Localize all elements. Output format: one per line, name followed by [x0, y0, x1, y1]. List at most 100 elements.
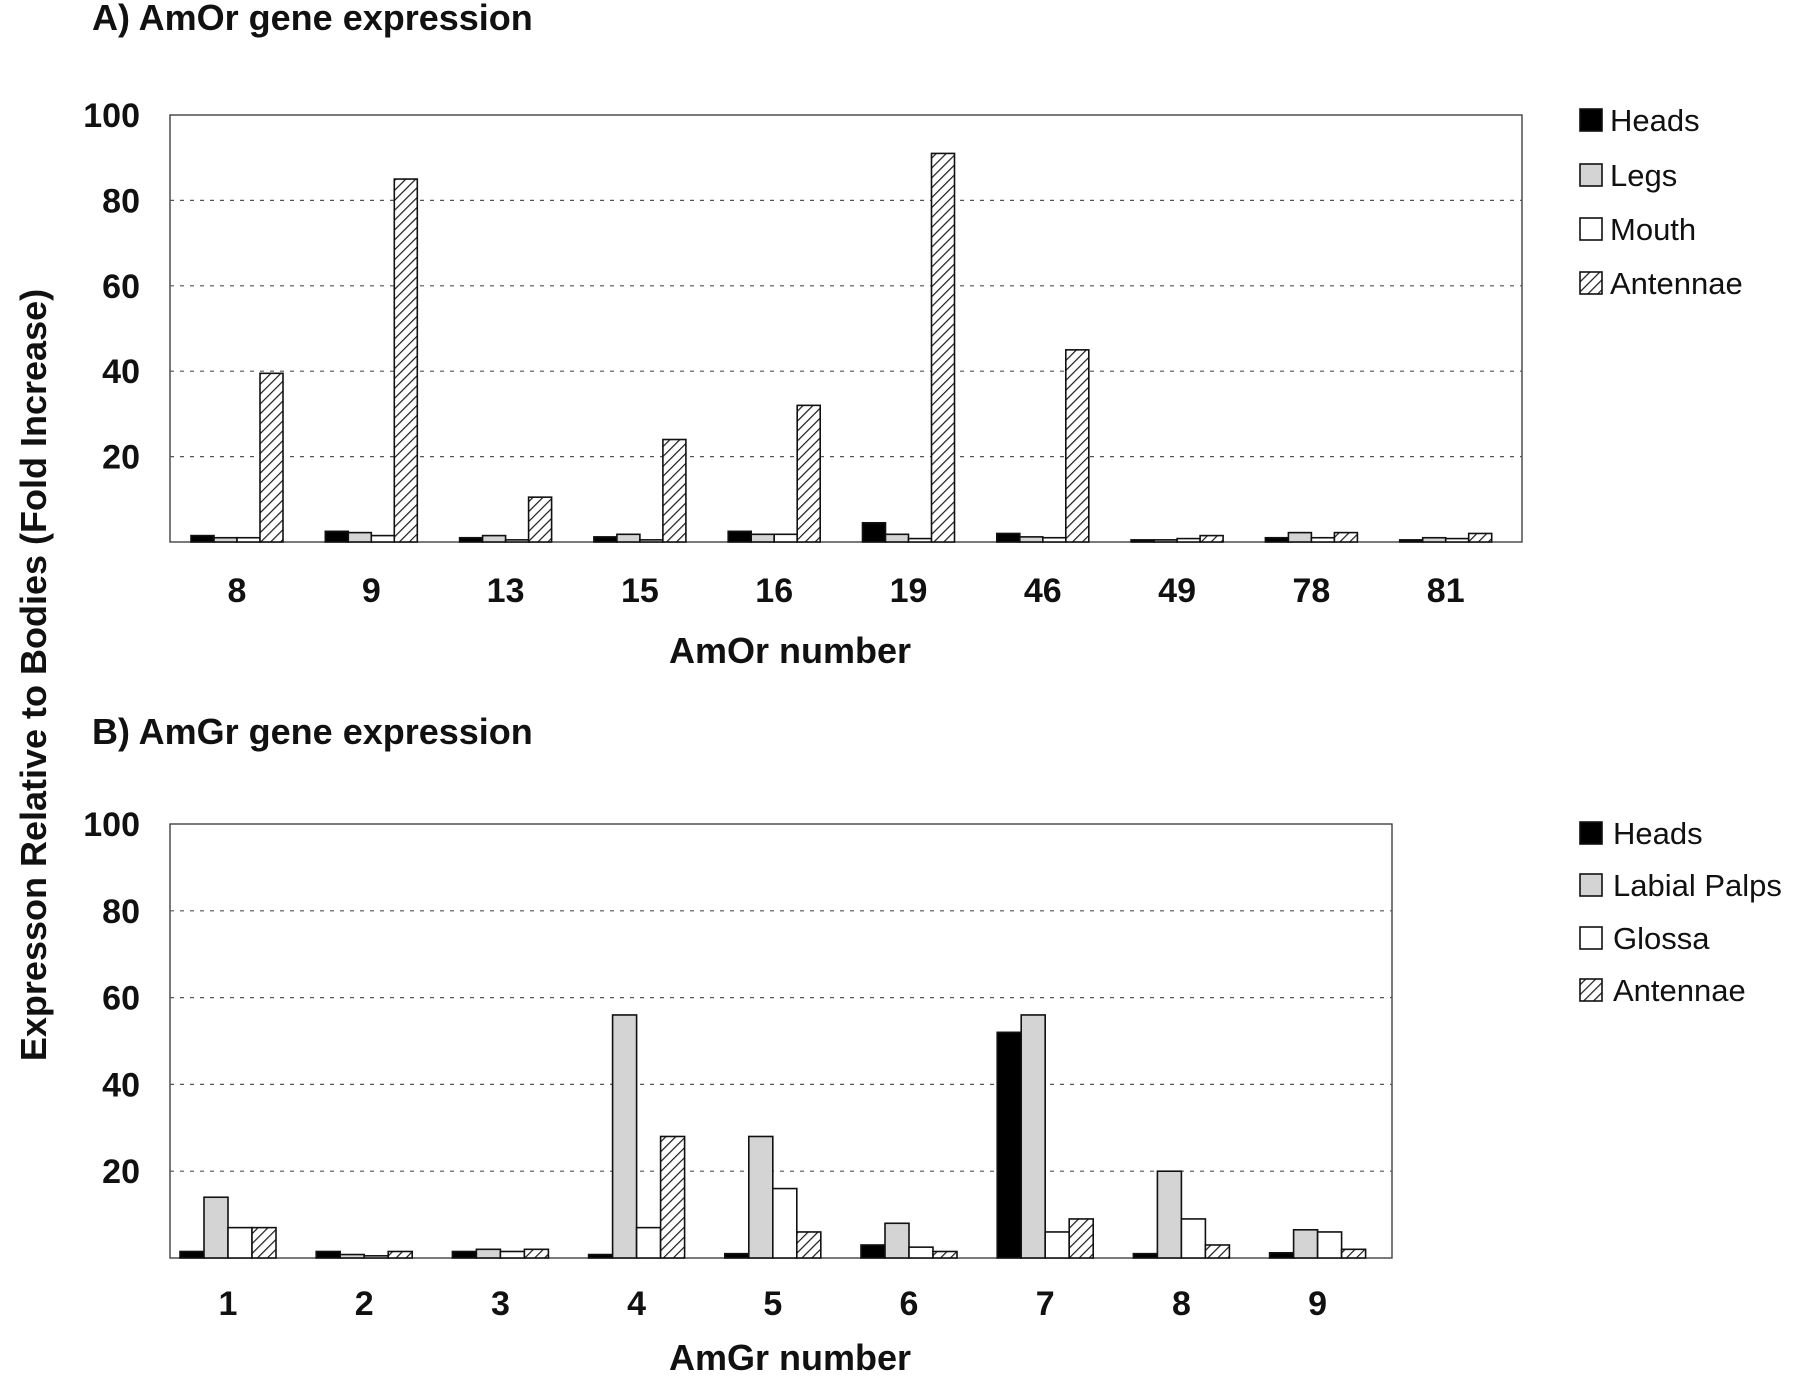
bar-heads-2: [315, 1250, 342, 1259]
panel-a-plot-area: 100 80 60 40 20 8 9 13 15 16 19 46 49 78 81: [83, 97, 1523, 610]
legend-label: Heads: [1610, 103, 1700, 138]
bar-mouth-15: [639, 539, 664, 543]
bar-labial-palps-7: [1020, 1014, 1047, 1259]
x-tick-label: 6: [900, 1285, 919, 1323]
bar-heads-5: [723, 1252, 750, 1259]
bar-mouth-81: [1444, 537, 1470, 543]
bar-legs-46: [1018, 536, 1044, 543]
bar-heads-8: [190, 534, 215, 543]
legend-swatch-heads: [1579, 821, 1603, 845]
bar-mouth-49: [1176, 537, 1201, 543]
bar-antennae-3: [523, 1248, 550, 1259]
bar-labial-palps-3: [475, 1248, 502, 1259]
bar-antennae-4: [659, 1135, 686, 1259]
legend-label: Legs: [1610, 158, 1677, 193]
bar-heads-16: [727, 530, 753, 543]
bar-glossa-1: [227, 1226, 253, 1259]
x-tick-label: 19: [890, 572, 928, 610]
bar-labial-palps-5: [747, 1135, 774, 1259]
bar-antennae-46: [1065, 349, 1090, 543]
panel-a-title: A) AmOr gene expression: [92, 0, 533, 38]
bar-glossa-3: [499, 1250, 526, 1259]
panel-a-x-axis-title: AmOr number: [669, 630, 911, 671]
bar-glossa-7: [1044, 1231, 1070, 1259]
panel-b-legend: Heads Labial Palps Glossa Antennae: [1579, 816, 1782, 1008]
y-tick-label: 40: [102, 353, 140, 391]
legend-label: Mouth: [1610, 212, 1696, 247]
bar-legs-16: [750, 533, 776, 543]
bar-labial-palps-1: [203, 1196, 229, 1259]
legend-swatch-glossa: [1579, 926, 1603, 950]
bar-legs-8: [213, 536, 238, 543]
legend-label: Labial Palps: [1613, 868, 1782, 903]
legend-label: Glossa: [1613, 921, 1710, 956]
x-tick-label: 49: [1158, 572, 1196, 610]
bar-antennae-2: [387, 1250, 414, 1259]
x-tick-label: 13: [487, 572, 525, 610]
legend-swatch-labial-palps: [1579, 873, 1603, 897]
y-tick-label: 80: [102, 893, 140, 931]
legend-label: Heads: [1613, 816, 1703, 851]
panel-b-amgr-chart: B) AmGr gene expression 100 80 60 40 20 1 2 3 4 5…: [83, 711, 1782, 1377]
x-tick-label: 81: [1427, 572, 1465, 610]
x-tick-label: 4: [627, 1285, 646, 1323]
bar-antennae-13: [527, 496, 553, 543]
x-tick-label: 8: [228, 572, 247, 610]
bar-mouth-46: [1042, 536, 1067, 543]
y-tick-label: 100: [83, 97, 140, 135]
y-tick-label: 20: [102, 1153, 140, 1191]
bar-legs-49: [1153, 539, 1178, 543]
legend-swatch-legs: [1579, 163, 1603, 187]
bar-mouth-13: [504, 539, 530, 543]
bar-heads-15: [593, 536, 618, 543]
bar-heads-81: [1398, 539, 1424, 543]
bar-labial-palps-4: [611, 1014, 638, 1259]
x-tick-label: 7: [1036, 1285, 1055, 1323]
bar-antennae-16: [796, 404, 822, 543]
x-tick-label: 5: [763, 1285, 782, 1323]
bar-mouth-8: [236, 536, 261, 543]
bar-glossa-2: [363, 1255, 390, 1259]
y-tick-label: 40: [102, 1066, 140, 1104]
x-tick-label: 78: [1292, 572, 1330, 610]
panel-b-x-axis-title: AmGr number: [669, 1337, 911, 1377]
bar-glossa-9: [1316, 1231, 1343, 1259]
bar-mouth-19: [907, 537, 933, 543]
x-tick-label: 1: [219, 1285, 238, 1323]
bar-legs-19: [884, 533, 910, 543]
plot-frame: [169, 114, 1523, 543]
bar-heads-6: [860, 1244, 886, 1259]
bar-heads-9: [324, 530, 350, 543]
bar-antennae-8: [1204, 1244, 1231, 1259]
bar-heads-4: [587, 1253, 614, 1259]
bar-mouth-16: [773, 533, 799, 543]
bar-labial-palps-9: [1292, 1228, 1319, 1259]
bar-mouth-9: [370, 534, 396, 543]
x-tick-label: 9: [1308, 1285, 1327, 1323]
bar-labial-palps-2: [339, 1253, 366, 1259]
x-tick-label: 2: [355, 1285, 374, 1323]
bar-heads-8: [1132, 1252, 1159, 1259]
x-tick-label: 8: [1172, 1285, 1191, 1323]
panel-a-legend: Heads Legs Mouth Antennae: [1579, 103, 1743, 301]
legend-swatch-antennae: [1579, 978, 1603, 1002]
legend-label: Antennae: [1610, 266, 1743, 301]
bar-antennae-9: [393, 178, 419, 543]
bar-heads-49: [1130, 539, 1155, 543]
x-tick-label: 46: [1024, 572, 1062, 610]
bar-legs-15: [616, 533, 641, 543]
legend-swatch-antennae: [1579, 271, 1603, 295]
y-tick-label: 60: [102, 268, 140, 306]
bar-labial-palps-8: [1156, 1170, 1183, 1259]
bar-legs-13: [481, 534, 507, 543]
panel-b-plot-area: 100 80 60 40 20 1 2 3 4 5 6 7 8 9: [83, 806, 1393, 1323]
bar-antennae-9: [1340, 1248, 1367, 1259]
bar-antennae-8: [259, 372, 284, 543]
bar-heads-46: [995, 532, 1021, 543]
bar-antennae-81: [1467, 532, 1493, 543]
bar-heads-7: [996, 1031, 1023, 1259]
bar-legs-78: [1287, 531, 1313, 543]
bar-antennae-5: [795, 1231, 822, 1259]
